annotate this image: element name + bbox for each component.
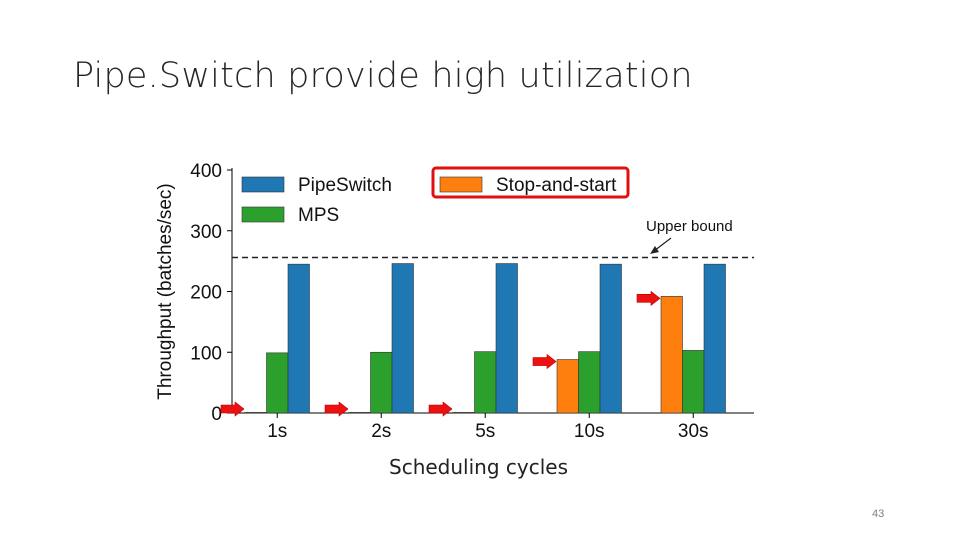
legend-swatch-pipeswitch — [241, 176, 285, 193]
bar-stop-and-start-10s — [556, 359, 579, 414]
bar-pipeswitch-10s — [599, 263, 622, 414]
y-tick-label: 0 — [211, 404, 222, 425]
x-tick-label-30s: 30s — [678, 421, 709, 442]
red-arrow-30s — [636, 290, 661, 306]
bar-stop-and-start-5s — [452, 412, 475, 414]
bar-mps-10s — [578, 351, 601, 414]
y-tick-label: 300 — [190, 222, 222, 243]
bar-pipeswitch-1s — [287, 263, 310, 414]
page-number: 43 — [872, 508, 885, 520]
y-axis-label: Throughput (batches/sec) — [155, 183, 176, 400]
y-tick-label: 400 — [190, 161, 222, 182]
bar-pipeswitch-5s — [495, 263, 518, 414]
slide-title: Pipe.Switch provide high utilization — [73, 56, 693, 96]
x-tick-label-2s: 2s — [371, 421, 391, 442]
legend-label-stop-and-start: Stop-and-start — [496, 175, 617, 196]
x-tick-label-5s: 5s — [475, 421, 495, 442]
x-axis-caption: Scheduling cycles — [389, 455, 568, 479]
bar-pipeswitch-30s — [703, 263, 726, 414]
x-tick-label-10s: 10s — [574, 421, 605, 442]
upper-bound-label: Upper bound — [646, 218, 733, 235]
x-tick-label-1s: 1s — [267, 421, 287, 442]
legend-swatch-stop-and-start — [439, 176, 483, 193]
y-tick-label: 200 — [190, 283, 222, 304]
red-arrow-1s — [220, 401, 245, 417]
bar-stop-and-start-2s — [348, 412, 371, 414]
bar-mps-1s — [266, 352, 289, 414]
bar-stop-and-start-30s — [660, 296, 683, 414]
bar-stop-and-start-1s — [244, 412, 267, 414]
red-arrow-2s — [324, 401, 349, 417]
bar-mps-30s — [682, 350, 705, 414]
red-arrow-5s — [428, 401, 453, 417]
legend-label-pipeswitch: PipeSwitch — [298, 175, 392, 196]
bar-mps-5s — [474, 351, 497, 414]
y-tick-label: 100 — [190, 343, 222, 364]
legend-swatch-mps — [241, 206, 285, 223]
bar-pipeswitch-2s — [391, 263, 414, 414]
upper-bound-pointer-head — [650, 246, 659, 254]
red-arrow-10s — [532, 353, 557, 370]
legend-highlight-box — [431, 166, 630, 199]
bar-mps-2s — [370, 351, 393, 414]
legend-label-mps: MPS — [298, 205, 339, 226]
